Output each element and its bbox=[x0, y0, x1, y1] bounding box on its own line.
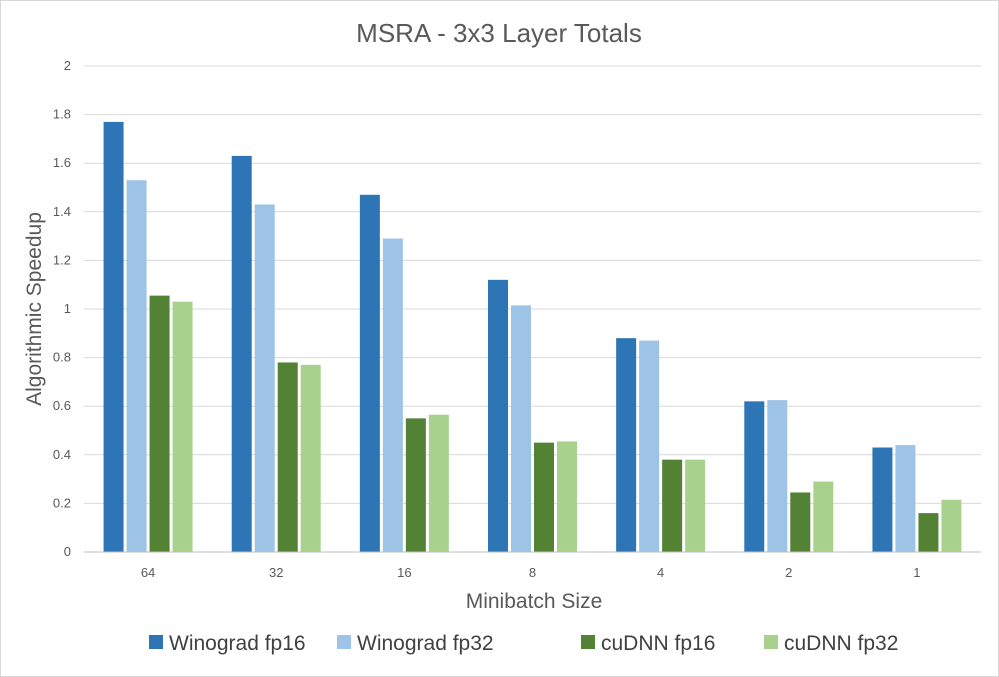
bar-winograd-fp32-1 bbox=[895, 445, 916, 552]
bar-cudnn-fp32-16 bbox=[428, 414, 449, 552]
x-tick-label: 1 bbox=[913, 565, 920, 580]
legend-label: Winograd fp32 bbox=[357, 632, 494, 655]
legend-label: cuDNN fp32 bbox=[784, 632, 898, 655]
legend-label: Winograd fp16 bbox=[169, 632, 306, 655]
x-tick-label: 16 bbox=[397, 565, 411, 580]
bar-winograd-fp16-2 bbox=[744, 401, 765, 552]
gridlines bbox=[84, 65, 981, 504]
bar-cudnn-fp32-4 bbox=[685, 459, 706, 552]
y-tick-label: 1.4 bbox=[53, 204, 71, 219]
x-tick-labels: 64 32 16 8 4 2 1 bbox=[141, 565, 921, 580]
bar-winograd-fp32-16 bbox=[382, 238, 403, 552]
x-axis-title: Minibatch Size bbox=[466, 590, 603, 613]
y-tick-labels: 0 0.2 0.4 0.6 0.8 1 1.2 1.4 1.6 1.8 2 bbox=[53, 58, 71, 559]
legend: Winograd fp16 Winograd fp32 cuDNN fp16 cuDN… bbox=[149, 632, 898, 655]
y-axis-title: Algorithmic Speedup bbox=[23, 212, 46, 406]
x-tick-label: 8 bbox=[529, 565, 536, 580]
bar-winograd-fp32-32 bbox=[254, 204, 275, 552]
bar-cudnn-fp32-64 bbox=[172, 301, 193, 552]
bar-winograd-fp32-4 bbox=[639, 340, 660, 552]
y-tick-label: 0.4 bbox=[53, 447, 71, 462]
bar-cudnn-fp16-32 bbox=[277, 362, 298, 552]
chart-title: MSRA - 3x3 Layer Totals bbox=[356, 18, 642, 48]
y-tick-label: 2 bbox=[64, 58, 71, 73]
bar-winograd-fp32-2 bbox=[767, 400, 788, 552]
bar-cudnn-fp32-1 bbox=[941, 499, 962, 552]
bar-winograd-fp16-4 bbox=[616, 338, 637, 552]
y-tick-label: 1.2 bbox=[53, 252, 71, 267]
bar-cudnn-fp16-2 bbox=[790, 492, 811, 552]
legend-swatch bbox=[149, 635, 163, 649]
y-tick-label: 0 bbox=[64, 544, 71, 559]
y-tick-label: 0.8 bbox=[53, 350, 71, 365]
y-tick-label: 1 bbox=[64, 301, 71, 316]
bar-cudnn-fp32-8 bbox=[557, 441, 577, 552]
bar-cudnn-fp16-8 bbox=[534, 442, 554, 552]
x-tick-label: 32 bbox=[269, 565, 283, 580]
bar-winograd-fp32-8 bbox=[511, 305, 531, 552]
bar-winograd-fp16-16 bbox=[359, 194, 380, 553]
bar-cudnn-fp32-32 bbox=[300, 364, 321, 552]
y-tick-label: 0.6 bbox=[53, 398, 71, 413]
bars bbox=[103, 121, 962, 553]
legend-swatch bbox=[764, 635, 778, 649]
bar-cudnn-fp16-16 bbox=[405, 418, 426, 552]
x-tick-label: 2 bbox=[785, 565, 792, 580]
bar-winograd-fp16-64 bbox=[103, 121, 124, 552]
bar-cudnn-fp32-2 bbox=[813, 481, 834, 552]
bar-winograd-fp16-1 bbox=[872, 447, 893, 552]
bar-cudnn-fp16-64 bbox=[149, 295, 170, 552]
bar-cudnn-fp16-1 bbox=[918, 513, 939, 552]
x-tick-label: 4 bbox=[657, 565, 664, 580]
legend-swatch bbox=[337, 635, 351, 649]
bar-winograd-fp32-64 bbox=[126, 180, 147, 552]
bar-cudnn-fp16-4 bbox=[662, 459, 683, 552]
y-tick-label: 1.8 bbox=[53, 107, 71, 122]
bar-winograd-fp16-32 bbox=[231, 155, 252, 552]
y-tick-label: 1.6 bbox=[53, 155, 71, 170]
y-tick-label: 0.2 bbox=[53, 495, 71, 510]
bar-winograd-fp16-8 bbox=[488, 279, 508, 552]
legend-label: cuDNN fp16 bbox=[601, 632, 715, 655]
x-tick-label: 64 bbox=[141, 565, 155, 580]
legend-swatch bbox=[581, 635, 595, 649]
